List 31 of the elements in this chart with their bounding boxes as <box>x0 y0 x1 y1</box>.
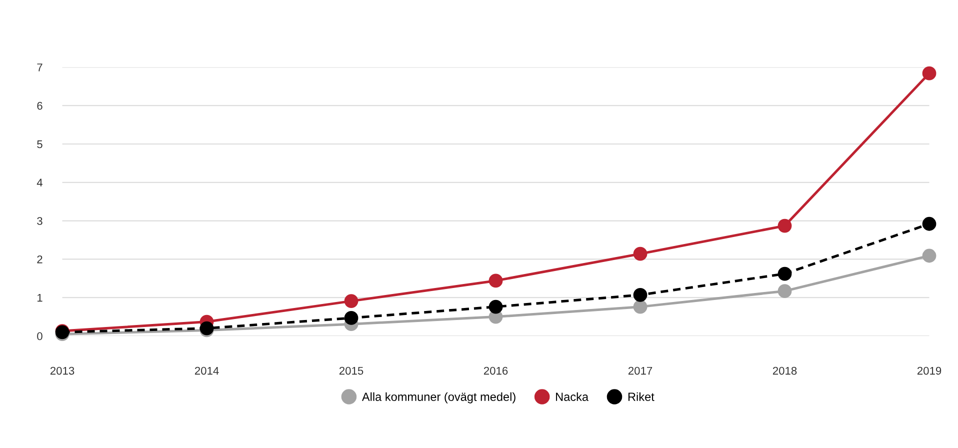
point <box>633 246 648 261</box>
point <box>488 274 503 288</box>
x-tick-label: 2016 <box>484 366 508 375</box>
legend-label: Riket <box>628 392 654 401</box>
y-tick-label: 5 <box>37 140 42 148</box>
point <box>488 300 503 314</box>
y-tick-label: 0 <box>37 332 42 340</box>
y-tick-label: 2 <box>37 255 42 264</box>
x-tick-label: 2015 <box>339 366 364 375</box>
point <box>344 311 358 325</box>
point <box>633 288 648 302</box>
y-tick-label: 4 <box>36 178 42 186</box>
y-tick-label: 7 <box>37 64 42 72</box>
x-tick-label: 2019 <box>917 366 942 375</box>
legend-label: Alla kommuner (ovägt medel) <box>362 392 516 404</box>
x-tick-label: 2018 <box>772 366 797 375</box>
point <box>922 216 936 231</box>
x-tick-label: 2013 <box>50 366 74 375</box>
y-tick-label: 6 <box>37 102 42 110</box>
point <box>778 266 792 281</box>
point <box>778 218 792 233</box>
point <box>344 294 358 308</box>
point <box>778 284 792 298</box>
y-tick-label: 1 <box>37 294 42 302</box>
point <box>922 248 936 263</box>
legend-label: Nacka <box>556 392 589 401</box>
y-tick-label: 3 <box>37 217 42 225</box>
x-tick-label: 2014 <box>194 366 219 375</box>
x-tick-label: 2017 <box>628 366 652 375</box>
point <box>633 300 648 314</box>
point <box>922 66 936 80</box>
